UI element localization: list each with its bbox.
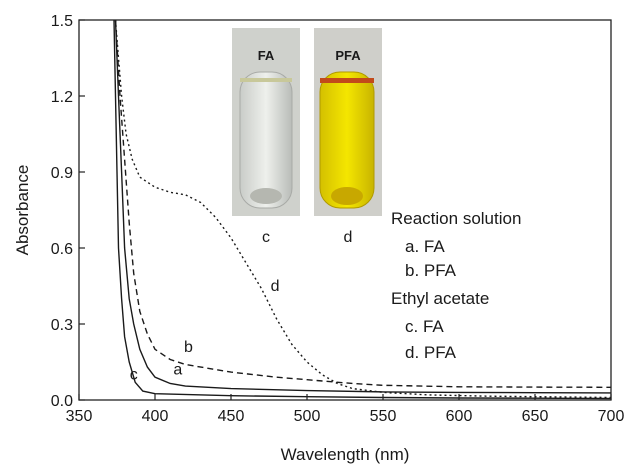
- y-tick-label: 0.6: [51, 241, 73, 258]
- y-tick-label: 1.5: [51, 13, 73, 30]
- series-c-line: [113, 19, 612, 400]
- curve-label-c: c: [130, 367, 138, 384]
- x-tick-label: 700: [598, 408, 625, 425]
- curve-labels: ab c d: [130, 278, 280, 384]
- legend-item-d: d. PFA: [405, 343, 457, 362]
- legend: Reaction solution a. FA b. PFA Ethyl ace…: [391, 209, 521, 362]
- photo-fa-bottom: [250, 188, 282, 204]
- photo-pfa-label: PFA: [335, 48, 361, 63]
- photo-pfa-caption: d: [344, 229, 353, 246]
- legend-item-a: a. FA: [405, 237, 445, 256]
- legend-item-b: b. PFA: [405, 261, 457, 280]
- y-axis-title: Absorbance: [13, 165, 32, 256]
- photo-fa-tube: [239, 71, 293, 209]
- plot-curves: [113, 19, 612, 400]
- curve-label-a: a: [173, 362, 182, 379]
- photo-pfa-tube: [319, 71, 375, 209]
- photo-fa-caption: c: [262, 229, 270, 246]
- x-tick-label: 600: [446, 408, 473, 425]
- inset-photo-fa: FA: [232, 28, 300, 216]
- x-tick-label: 550: [370, 408, 397, 425]
- y-tick-label: 0.9: [51, 165, 73, 182]
- inset-photo-pfa: PFA: [314, 28, 382, 216]
- plot-border: [78, 19, 612, 401]
- y-tick-label: 0.3: [51, 317, 73, 334]
- y-tick-label: 0.0: [51, 393, 73, 410]
- x-tick-label: 400: [142, 408, 169, 425]
- photo-fa-label: FA: [258, 48, 275, 63]
- x-axis-title: Wavelength (nm): [281, 445, 410, 464]
- plot-frame: [78, 19, 612, 401]
- photo-pfa-bottom: [331, 187, 363, 205]
- photo-pfa-meniscus: [320, 78, 374, 83]
- legend-ethyl-heading: Ethyl acetate: [391, 289, 489, 308]
- x-tick-label: 650: [522, 408, 549, 425]
- x-tick-label: 500: [294, 408, 321, 425]
- x-tick-label: 350: [66, 408, 93, 425]
- x-tick-label: 450: [218, 408, 245, 425]
- photo-fa-meniscus: [240, 78, 292, 82]
- y-tick-label: 1.2: [51, 89, 73, 106]
- legend-reaction-heading: Reaction solution: [391, 209, 521, 228]
- curve-label-d: d: [271, 278, 280, 295]
- x-axis-ticks: 350 400 450 500 550 600 650 700: [66, 394, 625, 425]
- curve-label-b: b: [184, 339, 193, 356]
- series-d-line: [114, 19, 612, 399]
- legend-item-c: c. FA: [405, 317, 444, 336]
- series-a-line: [114, 19, 612, 394]
- y-axis-ticks: 0.0 0.3 0.6 0.9 1.2 1.5: [51, 13, 85, 410]
- series-b-line: [114, 19, 612, 388]
